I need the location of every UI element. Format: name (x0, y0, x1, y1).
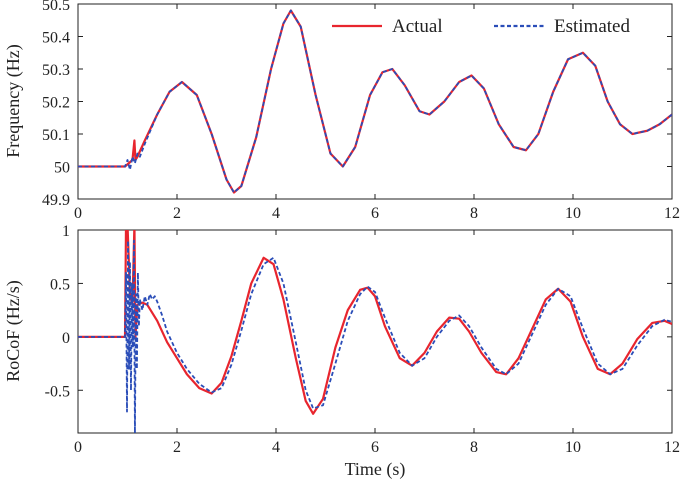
rocof-plot-frame (77, 229, 673, 434)
rocof-x-tick-label: 2 (173, 439, 181, 456)
frequency-x-tick-label: 10 (565, 205, 581, 222)
frequency-y-tick-label: 50.5 (42, 0, 70, 14)
frequency-x-tick-label: 0 (74, 205, 82, 222)
frequency-y-tick-label: 50.2 (42, 95, 70, 112)
rocof-x-tick-label: 6 (371, 439, 379, 456)
rocof-y-axis-label: RoCoF (Hz/s) (3, 280, 24, 382)
rocof-series-estimated-line (78, 239, 672, 433)
frequency-plot-frame (77, 3, 673, 200)
rocof-x-tick-label: 10 (565, 439, 581, 456)
frequency-x-axis-ticks: 0 2 4 6 8 10 12 (74, 4, 680, 222)
frequency-y-tick-label: 50.3 (42, 62, 70, 79)
frequency-x-tick-label: 4 (272, 205, 280, 222)
frequency-x-tick-label: 6 (371, 205, 379, 222)
frequency-y-axis-label: Frequency (Hz) (3, 44, 24, 157)
frequency-x-tick-label: 2 (173, 205, 181, 222)
rocof-y-tick-label: 1 (62, 223, 70, 240)
frequency-panel: 0 2 4 6 8 10 12 49.9 50 50.1 50.2 50.3 50.4 50.5 Fre… (3, 0, 680, 222)
rocof-x-tick-label: 0 (74, 439, 82, 456)
rocof-y-tick-label: 0.5 (50, 276, 70, 293)
frequency-y-tick-label: 49.9 (42, 192, 70, 209)
legend: Actual Estimated (332, 16, 630, 37)
frequency-series-estimated-line (78, 9, 672, 194)
rocof-x-axis-ticks: 0 2 4 6 8 10 12 (74, 230, 680, 456)
rocof-panel: 0 2 4 6 8 10 12 -0.5 0 0.5 1 RoCoF (Hz/s) Time (s… (3, 223, 680, 480)
rocof-y-tick-label: 0 (62, 330, 70, 347)
frequency-y-tick-label: 50 (54, 160, 70, 177)
frequency-series-group (78, 9, 672, 194)
frequency-y-tick-label: 50.1 (42, 127, 70, 144)
rocof-x-tick-label: 4 (272, 439, 280, 456)
rocof-series-group (78, 230, 672, 433)
rocof-x-tick-label: 12 (664, 439, 680, 456)
frequency-x-tick-label: 12 (664, 205, 680, 222)
rocof-x-tick-label: 8 (470, 439, 478, 456)
legend-actual-label: Actual (392, 16, 443, 37)
rocof-y-tick-label: -0.5 (45, 383, 70, 400)
frequency-y-tick-label: 50.4 (42, 30, 70, 47)
time-x-axis-label: Time (s) (345, 459, 406, 480)
frequency-x-tick-label: 8 (470, 205, 478, 222)
legend-estimated-label: Estimated (554, 16, 630, 37)
frequency-y-axis-ticks: 49.9 50 50.1 50.2 50.3 50.4 50.5 (42, 0, 672, 209)
